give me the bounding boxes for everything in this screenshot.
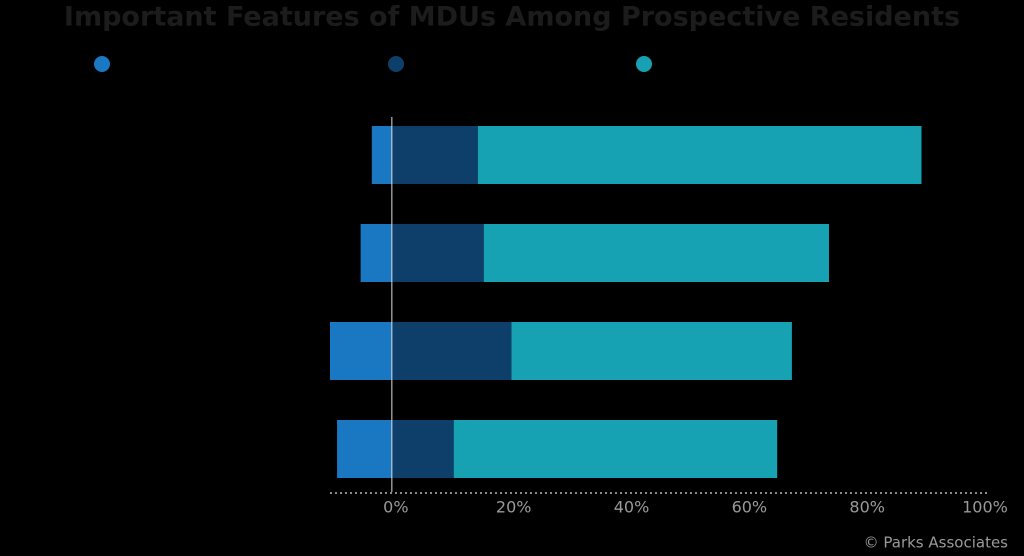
x-tick-label: 80% [849, 498, 885, 517]
bar [391, 126, 478, 184]
x-tick-label: 20% [496, 498, 532, 517]
legend-marker [388, 56, 404, 72]
source: © Parks Associates [864, 534, 1009, 552]
bar [330, 322, 392, 380]
bar [453, 420, 778, 478]
x-tick-label: 40% [614, 498, 650, 517]
bar [371, 126, 392, 184]
legend-marker [94, 56, 110, 72]
bar [391, 420, 454, 478]
chart-title: Important Features of MDUs Among Prospec… [64, 2, 960, 33]
bar [391, 224, 484, 282]
x-tick-label: 100% [962, 498, 1008, 517]
bar [337, 420, 392, 478]
x-tick-label: 60% [732, 498, 768, 517]
bar [391, 322, 512, 380]
bar [483, 224, 830, 282]
x-tick-label: 0% [383, 498, 408, 517]
bar [477, 126, 922, 184]
legend-marker [636, 56, 652, 72]
bar [360, 224, 392, 282]
bar [511, 322, 792, 380]
